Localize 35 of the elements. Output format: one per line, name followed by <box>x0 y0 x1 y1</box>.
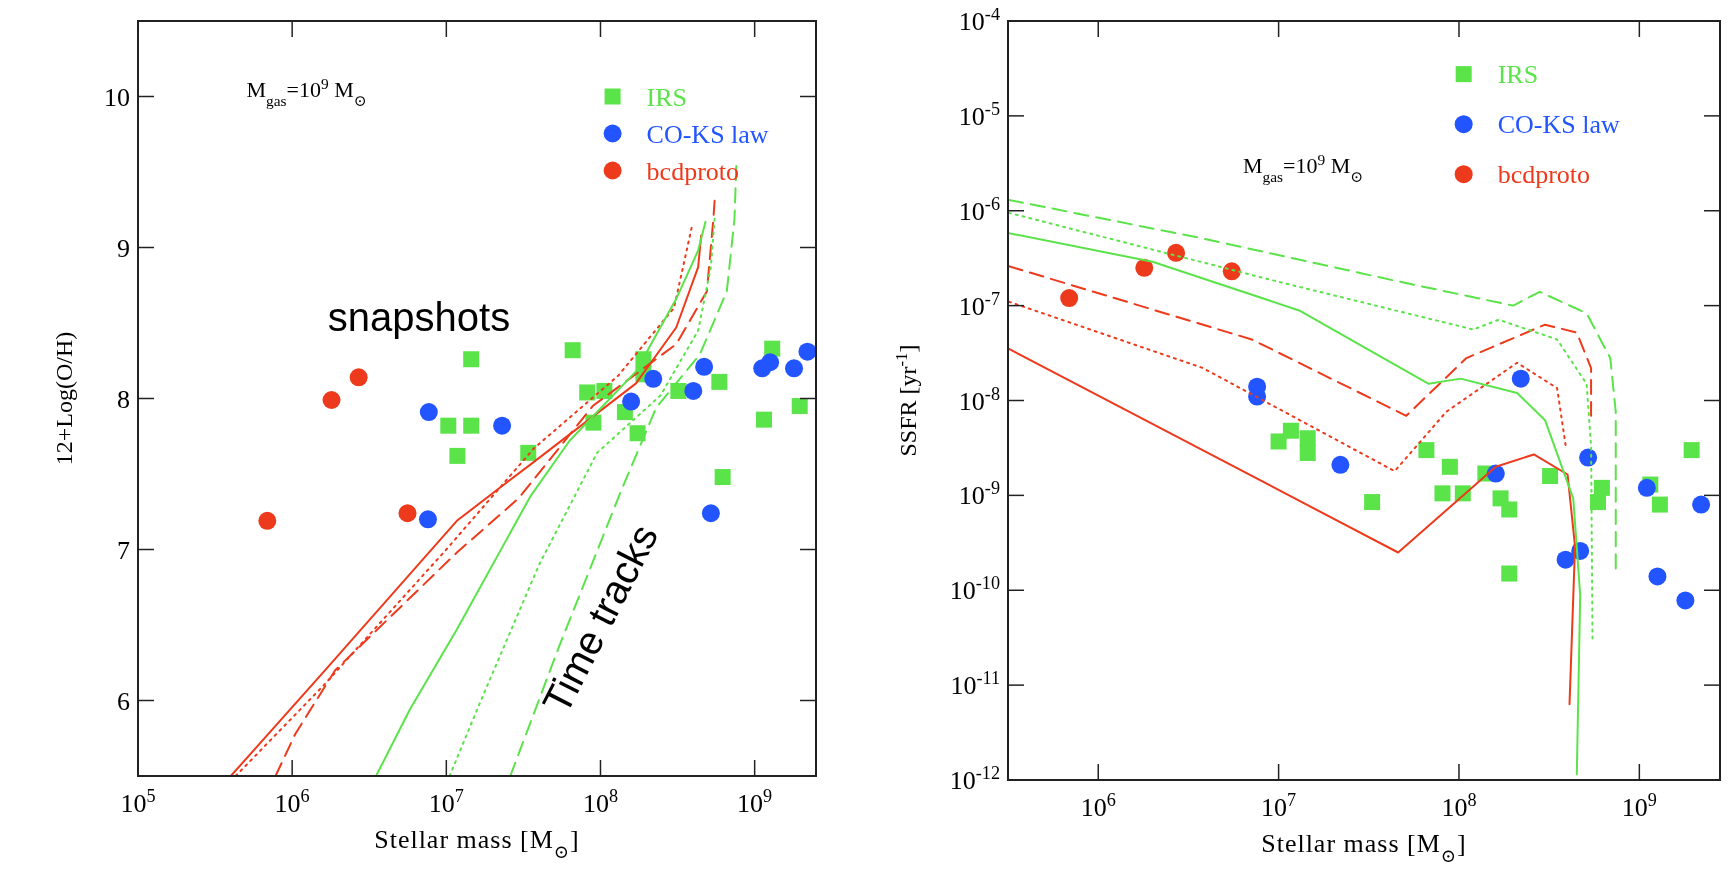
annotation: Time tracks <box>533 517 667 721</box>
x-tick-label: 10$^{9}$ <box>737 786 773 818</box>
y-tick-label: 10$^{-10}$ <box>949 573 1000 606</box>
x-tick-label: 10$^{9}$ <box>1621 790 1657 822</box>
x-tick-label: 10$^{7}$ <box>428 786 464 818</box>
annotation: snapshots <box>327 294 511 339</box>
x-tick-label: 10$^{6}$ <box>1080 790 1116 822</box>
y-tick-label: 10$^{-11}$ <box>950 668 1000 701</box>
legend-label: CO-KS law <box>1497 110 1620 140</box>
y-tick-label: 9 <box>117 233 130 263</box>
y-tick-label: 10$^{-6}$ <box>958 193 1000 226</box>
y-tick-label: 7 <box>117 535 130 565</box>
y-tick-label: 10$^{-7}$ <box>958 288 1000 321</box>
annotation: M$_{gas}$=10$^{9}$ M$_{⊙}$ <box>246 74 367 108</box>
legend-label: bcdproto <box>1497 160 1591 190</box>
legend-label: IRS <box>646 82 688 112</box>
y-tick-label: 10$^{-9}$ <box>958 478 1000 511</box>
legend-label: CO-KS law <box>646 119 769 149</box>
x-tick-label: 10$^{8}$ <box>1441 790 1477 822</box>
x-axis-title: Stellar mass [M$_{⊙}$] <box>1261 829 1467 866</box>
annotation: M$_{gas}$=10$^{9}$ M$_{⊙}$ <box>1242 150 1364 185</box>
y-tick-label: 10$^{-4}$ <box>958 4 1000 36</box>
x-tick-label: 10$^{8}$ <box>582 786 619 818</box>
y-tick-label: 10$^{-8}$ <box>958 383 1000 416</box>
y-tick-label: 10$^{-12}$ <box>949 763 1000 795</box>
y-axis-title: 12+Log(O/H) <box>51 331 77 466</box>
y-tick-label: 10$^{-5}$ <box>958 98 1000 131</box>
x-tick-label: 10$^{6}$ <box>274 786 310 818</box>
x-axis-title: Stellar mass [M$_{⊙}$] <box>374 825 580 862</box>
x-tick-label: 10$^{7}$ <box>1261 790 1297 822</box>
x-tick-label: 10$^{5}$ <box>120 786 156 818</box>
y-tick-label: 6 <box>117 686 130 716</box>
y-tick-label: 8 <box>117 384 130 414</box>
y-tick-label: 10 <box>104 82 130 112</box>
legend-label: IRS <box>1497 60 1539 90</box>
